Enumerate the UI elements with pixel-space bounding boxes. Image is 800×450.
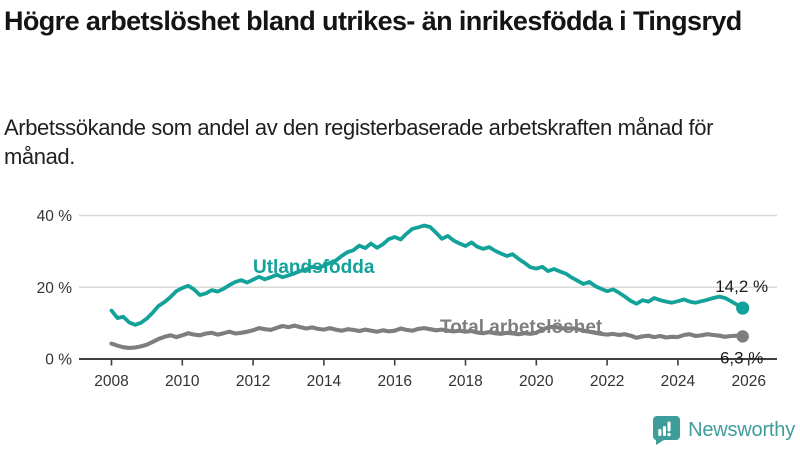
chart-subtitle: Arbetssökande som andel av den registerb… (4, 115, 714, 169)
x-tick-label: 2008 (94, 373, 128, 390)
x-tick-label: 2026 (731, 373, 765, 390)
y-tick-label: 40 % (37, 208, 73, 225)
line-chart-canvas: 2008 2010 2012 2014 2016 2018 2020 2022 2024 2026… (37, 208, 777, 390)
series-inline-label: Utlandsfödda (253, 257, 375, 278)
newsworthy-speech-bubble-chart-icon (653, 416, 681, 445)
series-line-total (109, 323, 745, 350)
series-end-dot (736, 301, 750, 315)
x-tick-label: 2020 (519, 373, 554, 390)
x-tick-label: 2012 (236, 373, 270, 390)
line-chart: 2008 2010 2012 2014 2016 2018 2020 2022 2024 2026… (0, 190, 800, 402)
series-end-value-label: 14,2 % (715, 277, 768, 296)
y-tick-label: 20 % (37, 280, 73, 297)
x-tick-label: 2018 (448, 373, 482, 390)
x-tick-label: 2014 (307, 373, 342, 390)
chart-title: Högre arbetslöshet bland utrikes- än inr… (4, 6, 742, 36)
brand-logo: Newsworthy (651, 415, 795, 445)
y-tick-label: 0 % (45, 352, 72, 369)
series-end-value-label: 6,3 % (720, 348, 763, 367)
brand-wordmark: Newsworthy (688, 418, 795, 441)
x-tick-label: 2024 (661, 373, 696, 390)
x-tick-label: 2016 (377, 373, 411, 390)
series-inline-label: Total arbetslöshet (440, 317, 603, 338)
x-tick-label: 2022 (590, 373, 624, 390)
x-tick-label: 2010 (165, 373, 200, 390)
series-end-dot (736, 330, 749, 343)
series-line-utlandsfodda (109, 223, 745, 327)
